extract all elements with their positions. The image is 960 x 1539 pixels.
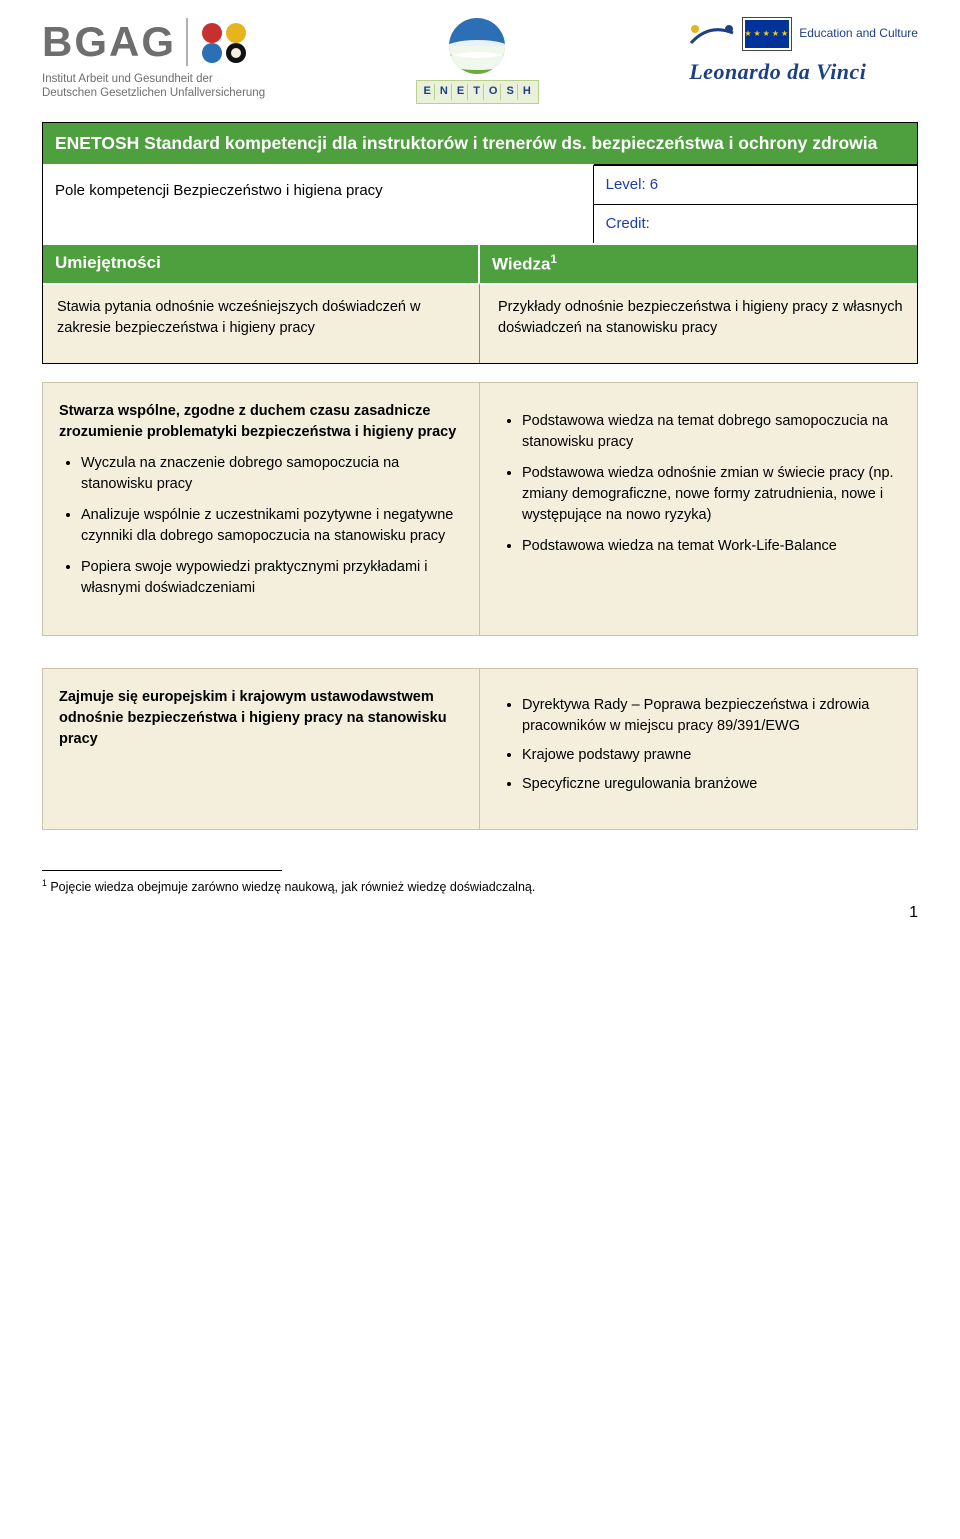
level-label: Level: 6 (594, 166, 917, 205)
enetosh-letter: T (470, 84, 484, 100)
standard-title: ENETOSH Standard kompetencji dla instruk… (43, 123, 917, 164)
leonardo-swoosh-icon (689, 23, 735, 45)
enetosh-letterbar: E N E T O S H (416, 80, 539, 104)
column-headers-row: Umiejętności Wiedza1 (43, 243, 917, 283)
leonardo-name: Leonardo da Vinci (689, 56, 866, 88)
footnote: 1 Pojęcie wiedza obejmuje zarówno wiedzę… (42, 877, 918, 896)
subtitle-row: Pole kompetencji Bezpieczeństwo i higien… (43, 164, 917, 243)
list-item: Dyrektywa Rady – Poprawa bezpieczeństwa … (522, 695, 901, 737)
enetosh-logo: E N E T O S H (416, 18, 539, 104)
title-row: ENETOSH Standard kompetencji dla instruk… (43, 123, 917, 164)
panel2-left: Zajmuje się europejskim i krajowym ustaw… (43, 669, 480, 829)
list-item: Specyficzne uregulowania branżowe (522, 774, 901, 795)
bgag-divider (186, 18, 188, 66)
page-root: BGAG Institut Arbeit und Gesundheit der … (0, 0, 960, 952)
leonardo-logo: Education and Culture Leonardo da Vinci (689, 18, 918, 88)
knowledge-header: Wiedza1 (480, 243, 917, 283)
enetosh-letter: N (437, 84, 452, 100)
knowledge-header-text: Wiedza (492, 254, 550, 273)
bgag-wordmark: BGAG (42, 21, 176, 63)
enetosh-letter: E (421, 84, 435, 100)
list-item: Podstawowa wiedza na temat Work-Life-Bal… (522, 536, 901, 557)
content-panel-1: Stwarza wspólne, zgodne z duchem czasu z… (42, 382, 918, 636)
panel1-left-heading: Stwarza wspólne, zgodne z duchem czasu z… (59, 401, 463, 443)
panel1-right-list: Podstawowa wiedza na temat dobrego samop… (500, 411, 901, 557)
panel2-right-list: Dyrektywa Rady – Poprawa bezpieczeństwa … (500, 695, 901, 795)
skills-header: Umiejętności (43, 243, 480, 283)
enetosh-letter: O (486, 84, 502, 100)
bgag-subtitle: Institut Arbeit und Gesundheit der Deuts… (42, 72, 265, 101)
panel2-left-heading: Zajmuje się europejskim i krajowym ustaw… (59, 687, 463, 750)
panel1-left-list: Wyczula na znaczenie dobrego samopoczuci… (59, 453, 463, 599)
education-culture-label: Education and Culture (799, 25, 918, 42)
list-item: Krajowe podstawy prawne (522, 745, 901, 766)
level-credit-cell: Level: 6 Credit: (594, 164, 917, 243)
panel1-right: Podstawowa wiedza na temat dobrego samop… (480, 383, 917, 635)
eu-flag-icon (743, 18, 791, 50)
page-number: 1 (42, 901, 918, 924)
footnote-text: Pojęcie wiedza obejmuje zarówno wiedzę n… (47, 880, 535, 894)
leonardo-top-row: Education and Culture (689, 18, 918, 50)
bgag-logo: BGAG Institut Arbeit und Gesundheit der … (42, 18, 265, 101)
bgag-subtitle-line1: Institut Arbeit und Gesundheit der (42, 72, 265, 86)
logo-strip: BGAG Institut Arbeit und Gesundheit der … (42, 18, 918, 104)
standard-header-box: ENETOSH Standard kompetencji dla instruk… (42, 122, 918, 364)
credit-label: Credit: (594, 205, 917, 243)
skills-intro-text: Stawia pytania odnośnie wcześniejszych d… (43, 283, 480, 363)
enetosh-waves-icon (449, 18, 505, 74)
panel2-right: Dyrektywa Rady – Poprawa bezpieczeństwa … (480, 669, 917, 829)
enetosh-letter: H (520, 84, 534, 100)
bgag-symbol-icon (198, 19, 250, 65)
enetosh-letter: E (454, 84, 468, 100)
bgag-logo-top: BGAG (42, 18, 265, 66)
list-item: Podstawowa wiedza odnośnie zmian w świec… (522, 463, 901, 526)
bgag-subtitle-line2: Deutschen Gesetzlichen Unfallversicherun… (42, 86, 265, 100)
list-item: Podstawowa wiedza na temat dobrego samop… (522, 411, 901, 453)
panel1-left: Stwarza wspólne, zgodne z duchem czasu z… (43, 383, 480, 635)
knowledge-intro-text: Przykłady odnośnie bezpieczeństwa i higi… (480, 283, 917, 363)
enetosh-letter: S (503, 84, 517, 100)
list-item: Analizuje wspólnie z uczestnikami pozyty… (81, 505, 463, 547)
intro-content-row: Stawia pytania odnośnie wcześniejszych d… (43, 283, 917, 363)
content-panel-2: Zajmuje się europejskim i krajowym ustaw… (42, 668, 918, 830)
competence-field-label: Pole kompetencji Bezpieczeństwo i higien… (43, 164, 594, 243)
knowledge-footnote-marker: 1 (550, 252, 557, 266)
list-item: Wyczula na znaczenie dobrego samopoczuci… (81, 453, 463, 495)
footnote-separator (42, 870, 282, 871)
list-item: Popiera swoje wypowiedzi praktycznymi pr… (81, 557, 463, 599)
